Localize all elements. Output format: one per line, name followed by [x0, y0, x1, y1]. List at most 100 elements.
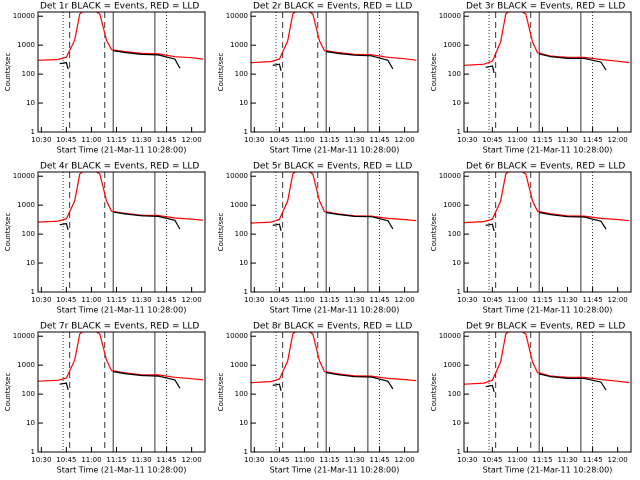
y-tick-label: 1000	[443, 41, 461, 49]
plot-frame	[463, 11, 632, 133]
plot-area	[464, 332, 630, 452]
x-tick-label: 10:45	[482, 456, 502, 464]
y-tick-label: 100	[448, 70, 461, 78]
x-tick-label: 11:45	[369, 296, 389, 304]
chart-title: Det 1r BLACK = Events, RED = LLD	[40, 2, 199, 12]
plot-frame	[250, 171, 419, 293]
y-tick-label: 10000	[439, 332, 461, 340]
plot-frame	[250, 331, 419, 453]
x-axis-label: Start Time (21-Mar-11 10:28:00)	[483, 306, 613, 315]
panel: Det 4r BLACK = Events, RED = LLD Counts/s…	[4, 162, 206, 315]
x-axis-label: Start Time (21-Mar-11 10:28:00)	[483, 146, 613, 155]
x-tick-label: 10:45	[482, 296, 502, 304]
y-tick-label: 1	[244, 288, 248, 296]
plot-frame	[463, 171, 632, 293]
y-tick-label: 10	[239, 419, 248, 427]
plot-area	[38, 332, 204, 452]
y-axis-label: Counts/sec	[4, 53, 12, 92]
x-tick-label: 10:45	[269, 136, 289, 144]
series-line	[272, 51, 394, 71]
plot-frame	[37, 331, 206, 453]
panel: Det 5r BLACK = Events, RED = LLD Counts/s…	[217, 162, 419, 315]
plot-area	[38, 12, 204, 132]
x-tick-label: 10:30	[31, 456, 51, 464]
x-tick-label: 10:30	[244, 296, 264, 304]
plot-frame	[37, 11, 206, 133]
plot-area	[38, 172, 204, 292]
series-line	[272, 211, 394, 231]
x-axis-label: Start Time (21-Mar-11 10:28:00)	[270, 466, 400, 475]
y-tick-label: 10000	[439, 172, 461, 180]
x-tick-label: 12:00	[395, 136, 415, 144]
y-tick-label: 100	[235, 70, 248, 78]
x-tick-label: 11:00	[294, 296, 314, 304]
y-tick-label: 10000	[226, 172, 248, 180]
series-line	[485, 53, 607, 74]
x-tick-label: 11:45	[156, 296, 176, 304]
x-axis-label: Start Time (21-Mar-11 10:28:00)	[57, 306, 187, 315]
series-line	[59, 50, 181, 70]
x-tick-label: 11:15	[106, 456, 126, 464]
y-tick-label: 10	[452, 419, 461, 427]
x-tick-label: 10:30	[457, 136, 477, 144]
x-tick-label: 10:45	[482, 136, 502, 144]
y-axis-label: Counts/sec	[4, 213, 12, 252]
x-tick-label: 11:45	[156, 456, 176, 464]
y-axis-label: Counts/sec	[217, 53, 225, 92]
y-tick-label: 100	[448, 230, 461, 238]
x-tick-label: 11:30	[344, 136, 364, 144]
y-tick-label: 100	[235, 390, 248, 398]
x-tick-label: 12:00	[608, 296, 628, 304]
x-tick-label: 11:45	[582, 456, 602, 464]
x-tick-label: 10:45	[56, 296, 76, 304]
x-tick-label: 10:30	[31, 136, 51, 144]
y-axis-label: Counts/sec	[217, 373, 225, 412]
x-axis-label: Start Time (21-Mar-11 10:28:00)	[483, 466, 613, 475]
x-tick-label: 11:45	[369, 136, 389, 144]
x-axis-label: Start Time (21-Mar-11 10:28:00)	[270, 306, 400, 315]
plot-frame	[37, 171, 206, 293]
series-line	[251, 172, 417, 224]
plot-frame	[463, 331, 632, 453]
x-tick-label: 11:45	[369, 456, 389, 464]
y-tick-label: 10	[26, 259, 35, 267]
x-axis-label: Start Time (21-Mar-11 10:28:00)	[57, 146, 187, 155]
y-tick-label: 1000	[230, 41, 248, 49]
panel: Det 9r BLACK = Events, RED = LLD Counts/s…	[430, 322, 632, 475]
x-tick-label: 10:30	[244, 136, 264, 144]
y-tick-label: 10000	[13, 172, 35, 180]
x-tick-label: 11:00	[294, 456, 314, 464]
x-tick-label: 11:30	[344, 456, 364, 464]
x-tick-label: 10:45	[269, 456, 289, 464]
series-line	[464, 332, 630, 385]
y-axis-label: Counts/sec	[430, 213, 438, 252]
series-line	[485, 211, 607, 231]
series-line	[38, 172, 204, 223]
x-tick-label: 11:15	[319, 136, 339, 144]
y-tick-label: 1000	[443, 361, 461, 369]
panel: Det 2r BLACK = Events, RED = LLD Counts/s…	[217, 2, 419, 155]
y-tick-label: 10000	[226, 332, 248, 340]
x-tick-label: 11:00	[507, 136, 527, 144]
plot-area	[251, 12, 417, 132]
x-tick-label: 11:15	[532, 136, 552, 144]
plot-area	[464, 172, 630, 292]
y-tick-label: 100	[235, 230, 248, 238]
panel: Det 8r BLACK = Events, RED = LLD Counts/s…	[217, 322, 419, 475]
chart-title: Det 8r BLACK = Events, RED = LLD	[253, 322, 412, 332]
y-tick-label: 10	[452, 99, 461, 107]
y-tick-label: 1000	[17, 201, 35, 209]
x-tick-label: 11:00	[81, 296, 101, 304]
y-tick-label: 1	[31, 288, 35, 296]
x-tick-label: 11:30	[344, 296, 364, 304]
x-axis-label: Start Time (21-Mar-11 10:28:00)	[270, 146, 400, 155]
x-tick-label: 12:00	[395, 456, 415, 464]
chart-title: Det 5r BLACK = Events, RED = LLD	[253, 162, 412, 172]
y-tick-label: 100	[22, 70, 35, 78]
x-tick-label: 11:30	[131, 296, 151, 304]
plot-area	[251, 332, 417, 452]
x-tick-label: 11:15	[532, 456, 552, 464]
x-tick-label: 11:30	[557, 296, 577, 304]
x-tick-label: 11:30	[131, 456, 151, 464]
